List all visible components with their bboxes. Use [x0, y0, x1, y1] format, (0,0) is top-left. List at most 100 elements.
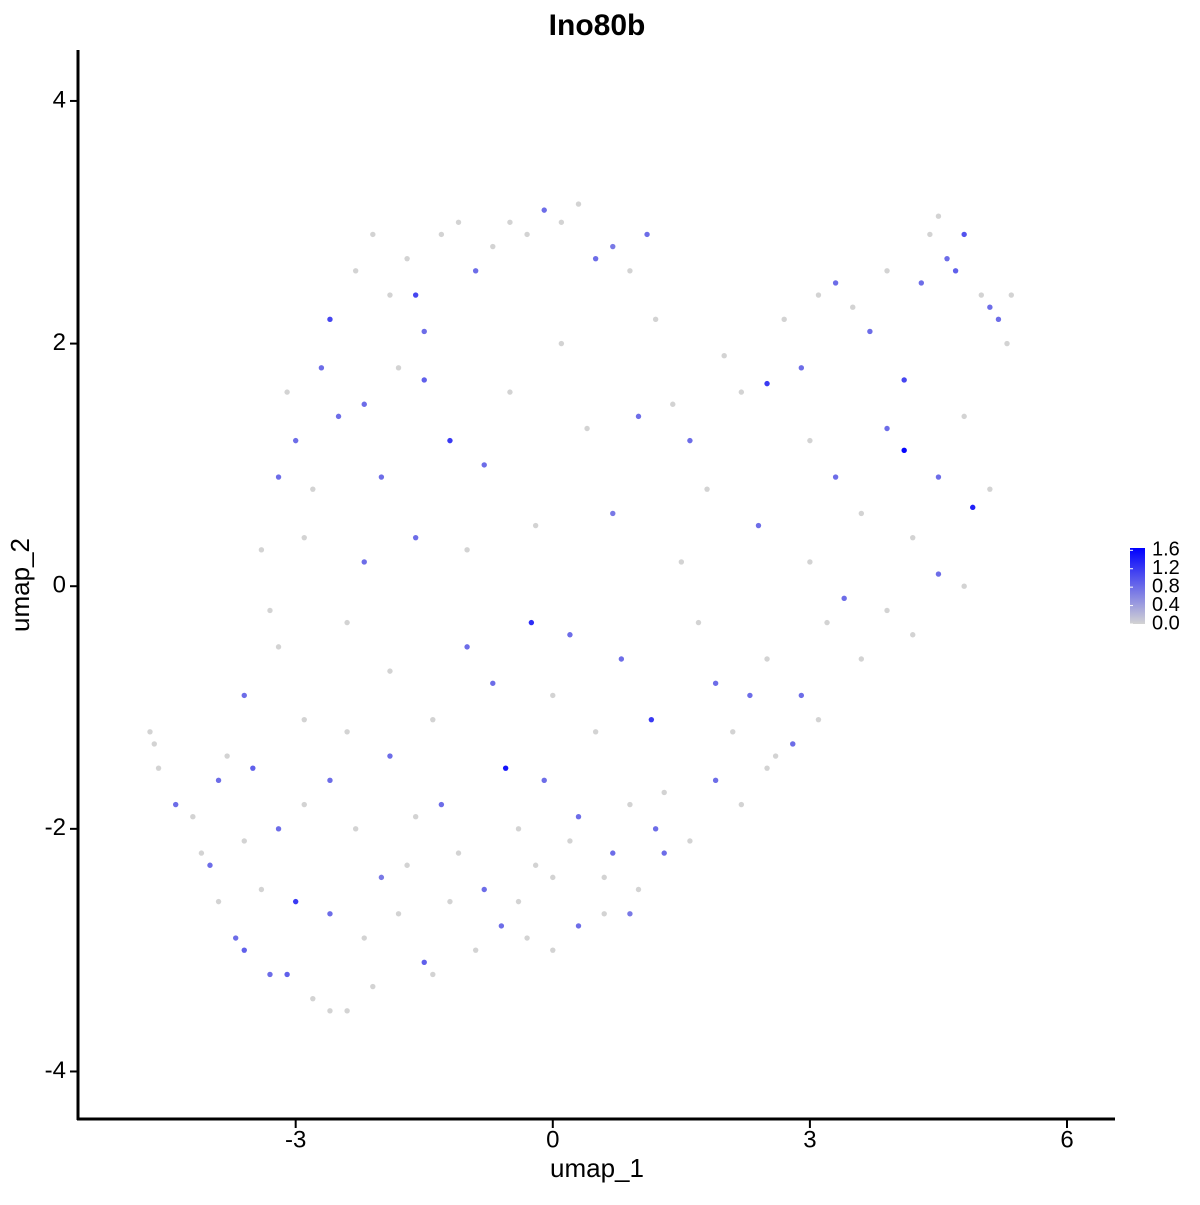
point — [884, 425, 890, 432]
point — [190, 814, 196, 820]
point — [215, 898, 222, 905]
y-tick-label: 4 — [53, 86, 66, 113]
point — [961, 583, 967, 589]
point — [404, 862, 410, 868]
point — [798, 365, 805, 371]
point — [901, 447, 907, 454]
point — [575, 201, 582, 207]
point — [790, 741, 796, 747]
point — [250, 765, 256, 771]
point — [352, 826, 359, 832]
point — [327, 777, 333, 784]
color-tick-label: 1.2 — [1152, 557, 1180, 579]
point — [584, 425, 590, 432]
point — [1008, 292, 1014, 298]
point — [421, 328, 427, 335]
point — [901, 377, 907, 383]
point — [310, 486, 316, 492]
point — [258, 547, 265, 553]
point — [241, 692, 247, 699]
point — [412, 814, 419, 820]
point — [961, 413, 967, 420]
point — [935, 474, 942, 480]
point — [275, 826, 282, 832]
point — [481, 462, 487, 468]
point — [687, 437, 693, 444]
point — [292, 898, 299, 905]
point — [764, 765, 770, 771]
point — [575, 923, 582, 929]
point — [301, 801, 307, 808]
point — [430, 971, 436, 978]
point — [378, 874, 385, 881]
point — [541, 777, 547, 784]
point — [275, 474, 282, 480]
point — [327, 316, 333, 323]
point — [648, 716, 655, 723]
point — [318, 365, 325, 371]
x-tick-label: 6 — [1060, 1126, 1073, 1153]
point — [807, 437, 813, 444]
point — [987, 304, 993, 310]
point — [721, 353, 727, 359]
point — [627, 268, 633, 274]
point — [712, 777, 719, 784]
point — [815, 716, 822, 723]
point — [275, 644, 282, 650]
point — [455, 219, 462, 225]
point — [610, 850, 616, 856]
point — [652, 316, 659, 323]
point — [532, 522, 539, 529]
point — [910, 632, 916, 638]
point — [361, 935, 367, 941]
point — [481, 886, 487, 893]
point — [344, 1008, 350, 1014]
point — [447, 898, 453, 905]
point — [592, 255, 599, 262]
point — [395, 911, 402, 917]
point — [738, 801, 745, 808]
x-tick-label: 0 — [546, 1126, 559, 1153]
point — [807, 559, 813, 565]
point — [151, 741, 157, 747]
point — [661, 789, 667, 796]
point — [918, 280, 925, 286]
point — [558, 219, 565, 225]
point — [455, 850, 462, 856]
point — [515, 826, 522, 832]
point — [421, 377, 427, 383]
point — [524, 231, 530, 238]
point — [627, 801, 633, 808]
point — [841, 595, 847, 602]
point — [592, 729, 599, 735]
point — [344, 729, 350, 735]
y-tick-label: 0 — [53, 572, 66, 599]
point — [995, 316, 1002, 323]
point — [430, 716, 436, 723]
point — [661, 850, 667, 856]
point — [241, 947, 247, 953]
point — [695, 619, 702, 626]
point — [528, 619, 535, 626]
point — [361, 559, 367, 565]
point — [301, 716, 307, 723]
point — [541, 207, 547, 213]
point — [173, 801, 179, 808]
point — [370, 231, 376, 238]
point — [267, 971, 273, 978]
point — [412, 292, 419, 298]
color-tick-label: 0.8 — [1152, 575, 1180, 597]
y-tick-label: 2 — [53, 329, 66, 356]
point — [378, 474, 385, 480]
point — [215, 777, 222, 784]
point — [755, 522, 762, 529]
y-tick-label: -2 — [45, 814, 66, 841]
point — [267, 607, 273, 614]
point — [310, 995, 316, 1002]
point — [361, 401, 367, 407]
point — [832, 474, 839, 480]
point — [910, 534, 916, 541]
point — [832, 280, 839, 286]
point — [627, 911, 633, 917]
